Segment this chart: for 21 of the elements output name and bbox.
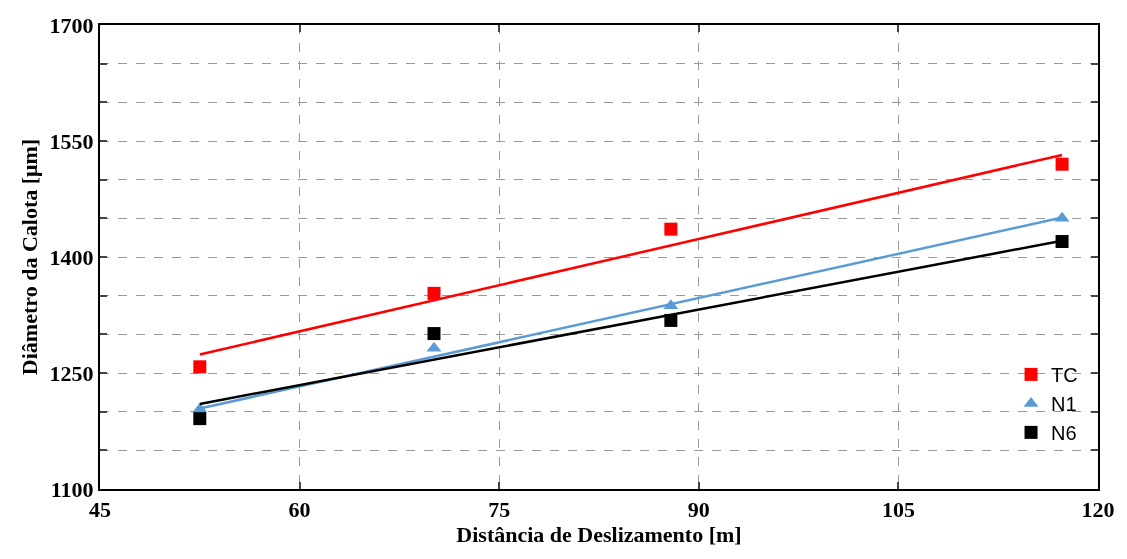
point: [193, 360, 207, 374]
x-axis-title: Distância de Deslizamento [m]: [456, 522, 742, 548]
point: [1055, 235, 1069, 249]
y-tick-label: 1550: [49, 128, 94, 154]
x-tick-label: 90: [687, 497, 710, 523]
x-tick-label: 75: [488, 497, 511, 523]
x-tick-label: 60: [288, 497, 311, 523]
legend-label: N6: [1051, 422, 1077, 445]
point: [664, 222, 678, 236]
x-tick-label: 120: [1081, 497, 1115, 523]
point: [1055, 157, 1069, 171]
point: [427, 327, 441, 341]
legend-label: N1: [1051, 393, 1077, 416]
point: [427, 286, 441, 300]
x-tick-label: 105: [881, 497, 915, 523]
y-tick-label: 1400: [49, 244, 94, 270]
y-axis-title: Diâmetro da Calota [μm]: [16, 138, 42, 376]
legend-label: TC: [1051, 364, 1078, 387]
y-tick-label: 1250: [49, 360, 94, 386]
point: [193, 412, 207, 426]
y-tick-label: 1700: [49, 12, 94, 38]
